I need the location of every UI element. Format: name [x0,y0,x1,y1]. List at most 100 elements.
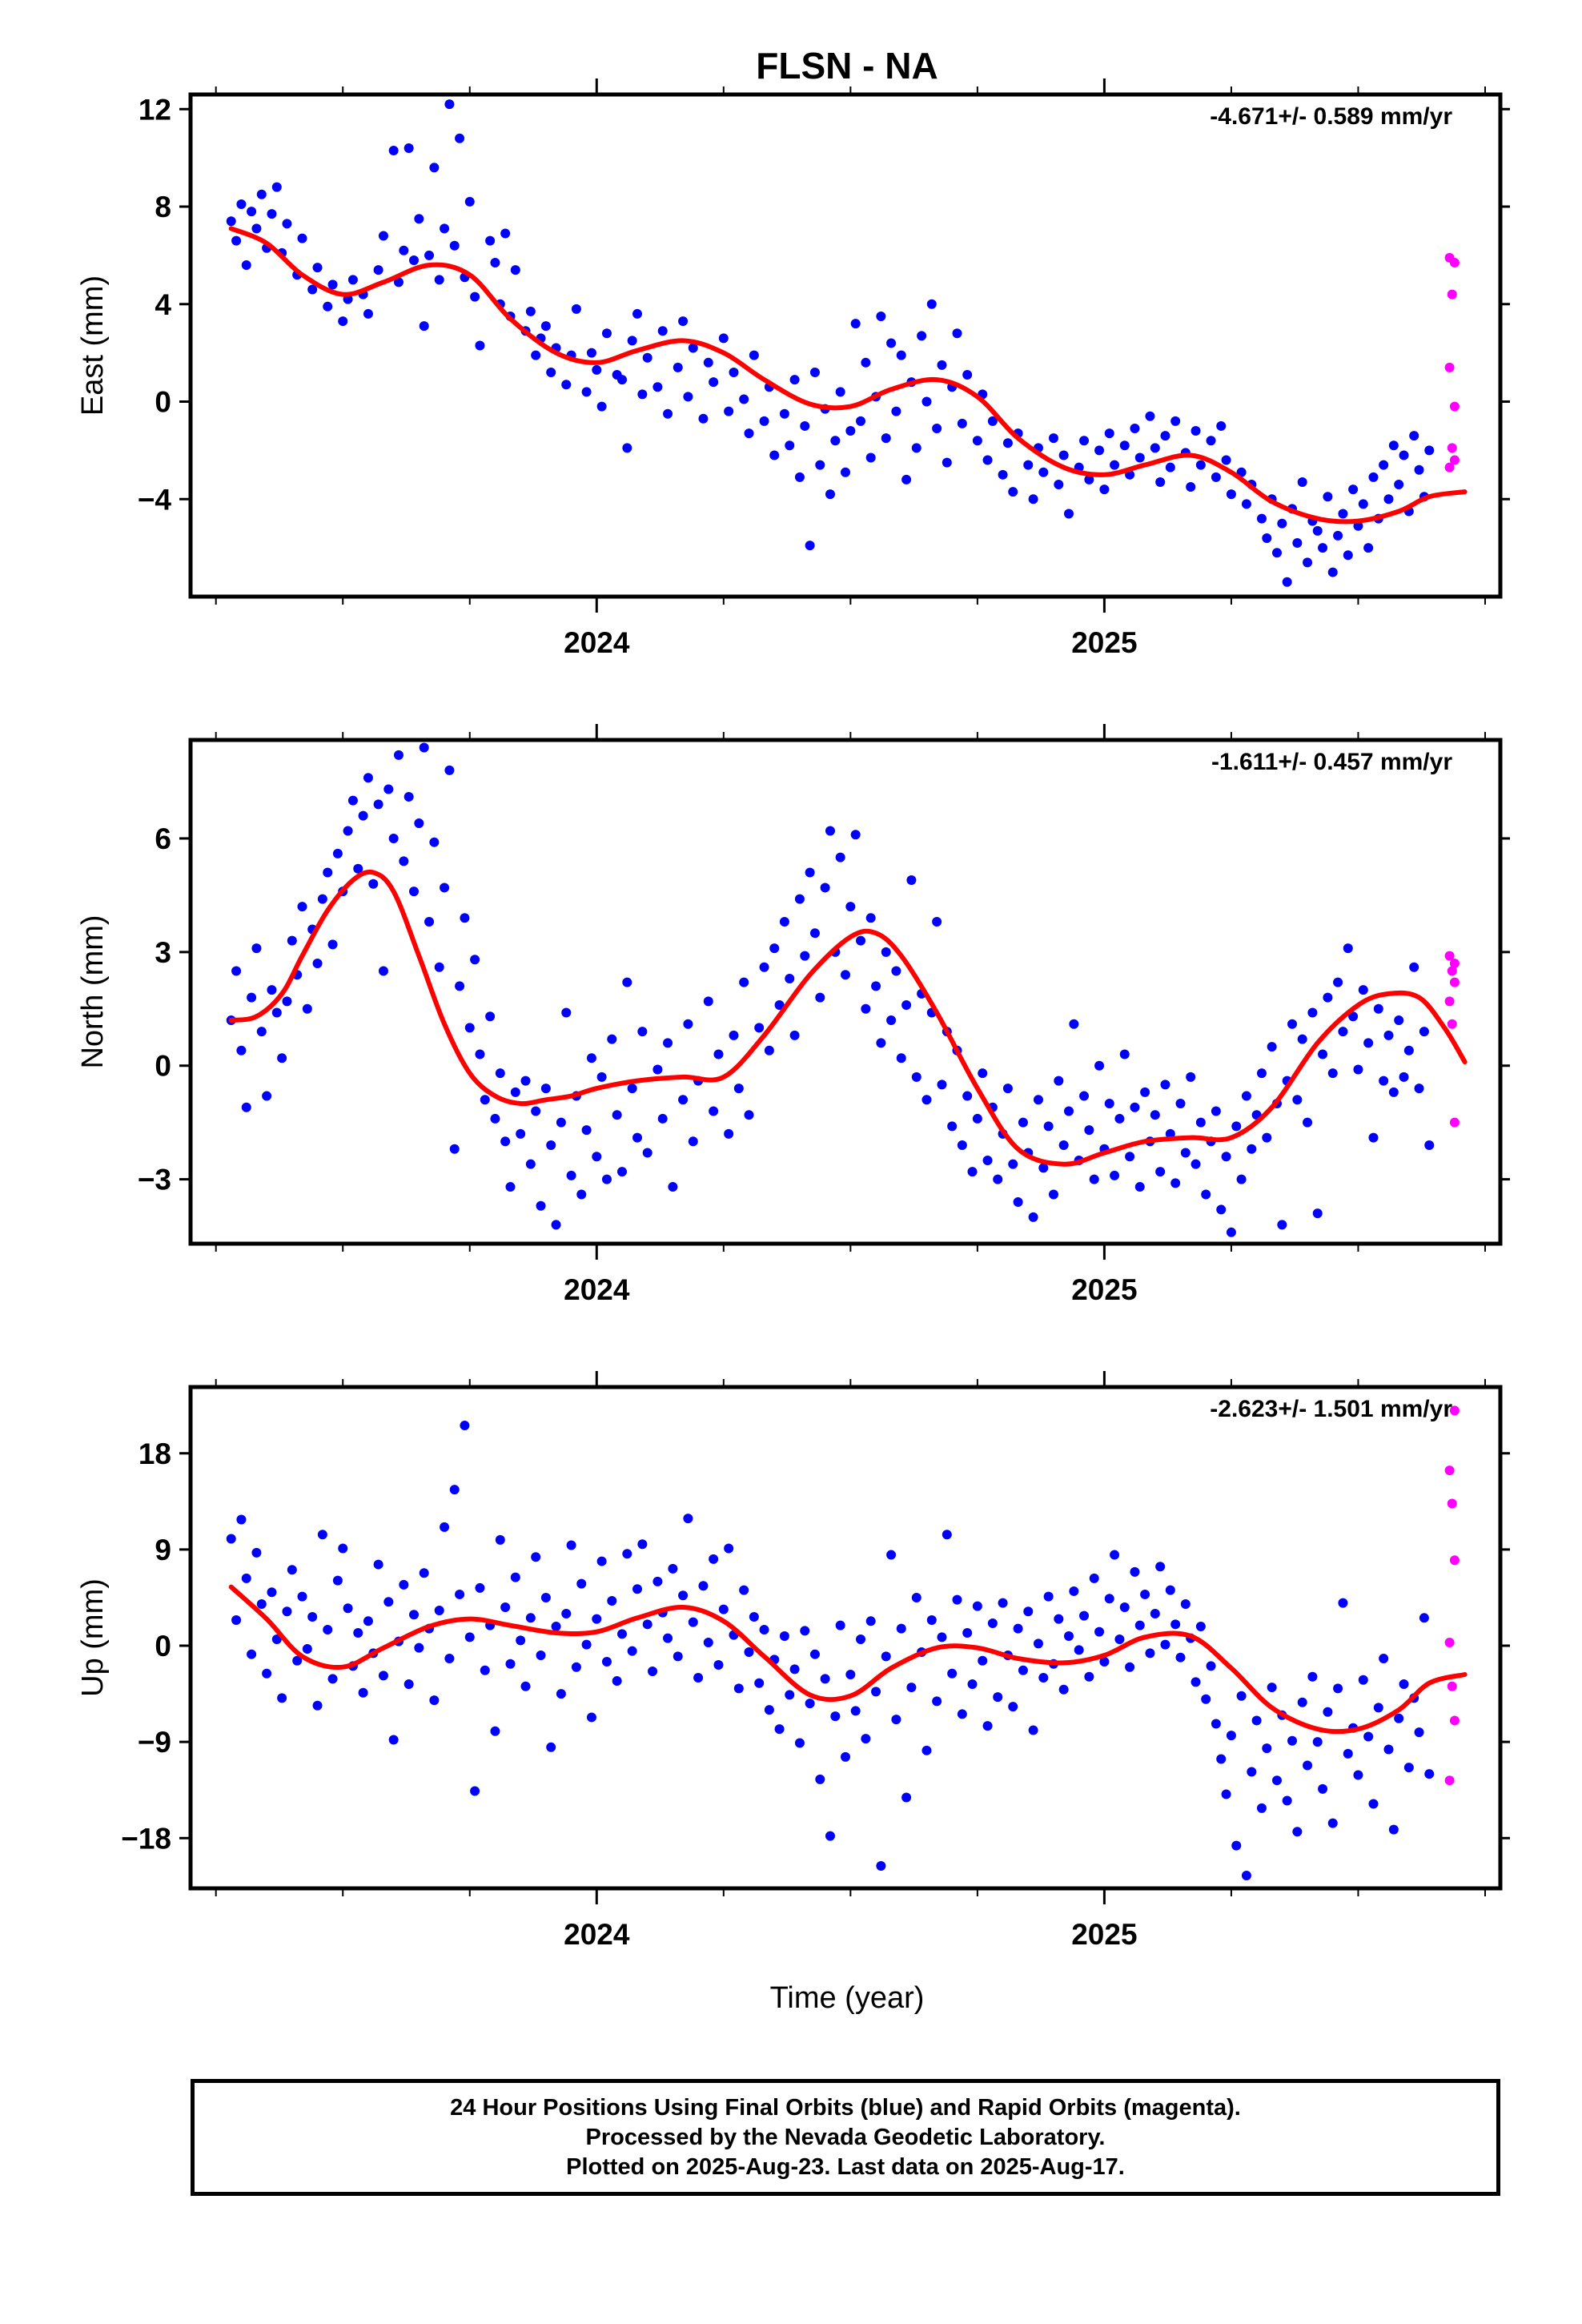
east-final-point [510,265,520,275]
up-y-tick-label: −9 [138,1726,171,1759]
east-final-point [1084,474,1094,485]
north-final-point [841,970,850,980]
east-final-point [1094,445,1105,456]
east-final-point [1002,438,1013,448]
east-final-point [1160,431,1170,441]
up-final-point [1043,1591,1054,1602]
up-final-point [703,1638,713,1648]
east-final-point [729,367,739,377]
up-final-point [926,1614,937,1625]
north-final-point [1008,1159,1018,1169]
up-final-point [510,1572,520,1582]
east-final-point [500,228,511,239]
up-final-point [1054,1614,1064,1624]
east-x-tick-label: 2025 [1071,626,1137,659]
north-final-point [566,1170,576,1180]
up-final-point [845,1670,856,1680]
east-final-point [703,357,713,368]
east-final-point [917,331,927,341]
north-final-point [703,996,713,1007]
up-final-point [921,1745,932,1755]
north-final-point [1231,1121,1242,1132]
up-final-point [896,1623,906,1634]
north-final-point [378,966,388,976]
up-panel: 18 9 0 −9 −18 2024 2025 Up (mm) -2.623+/- 1.501 … [76,1371,1510,1951]
east-final-point [805,541,815,551]
up-final-point [774,1724,785,1735]
up-final-point [809,1649,820,1659]
up-final-point [744,1647,754,1658]
up-final-point [871,1687,881,1697]
north-final-point [921,1095,932,1105]
north-final-point [616,1167,627,1177]
east-final-point [739,394,749,404]
north-final-point [896,1053,906,1063]
north-final-point [1399,1072,1409,1082]
east-final-point [678,316,689,327]
north-final-point [1079,1091,1090,1101]
up-final-point [271,1634,282,1645]
north-final-point [271,1007,282,1018]
up-final-point [536,1651,546,1661]
up-final-point [226,1534,236,1544]
north-final-point [724,1128,734,1139]
east-final-point [982,455,993,465]
north-final-point [891,966,901,976]
north-points [226,742,1460,1237]
north-final-point [1318,1049,1328,1059]
up-final-point [1206,1661,1216,1671]
north-final-point [794,894,805,904]
north-final-point [1064,1106,1074,1116]
east-final-point [881,433,891,444]
north-final-point [1403,1045,1414,1055]
north-rapid-point [1449,1117,1460,1128]
north-final-point [1307,1007,1318,1018]
up-final-point [957,1709,967,1719]
footer-line-1: 24 Hour Positions Using Final Orbits (bl… [450,2094,1241,2121]
north-final-point [967,1167,978,1177]
north-final-point [353,863,363,874]
north-final-point [556,1117,566,1128]
north-final-point [323,867,333,878]
east-rapid-point [1444,362,1455,372]
east-final-point [1195,460,1206,470]
north-rapid-point [1449,959,1460,969]
north-final-point [455,981,465,991]
north-final-point [1150,1110,1160,1120]
north-final-point [581,1125,592,1136]
up-final-point [937,1632,947,1642]
up-final-point [850,1706,861,1716]
north-final-point [886,1015,897,1025]
east-final-point [1262,533,1272,543]
up-final-point [648,1667,658,1677]
up-final-point [1170,1619,1181,1630]
east-final-point [942,457,952,468]
up-rapid-point [1444,1775,1455,1786]
east-final-point [632,308,643,319]
east-final-point [926,299,937,309]
east-final-point [825,489,835,500]
east-final-point [830,436,841,446]
up-final-point [581,1639,592,1650]
north-rapid-point [1447,1019,1457,1029]
up-final-point [668,1563,678,1574]
north-final-point [932,917,942,927]
up-final-point [718,1604,729,1614]
up-final-point [815,1774,825,1784]
north-final-point [383,784,394,794]
north-final-point [601,1174,612,1184]
up-final-point [1155,1562,1166,1572]
north-final-point [865,913,876,923]
north-final-point [1327,1068,1338,1079]
up-final-point [480,1665,490,1675]
east-final-point [1079,436,1090,446]
east-final-point [1327,567,1338,577]
north-final-point [1323,992,1333,1003]
east-final-point [1383,494,1394,505]
east-final-point [1256,513,1267,524]
up-final-point [1110,1550,1120,1560]
east-final-point [1216,420,1227,431]
up-final-point [1165,1585,1175,1595]
up-final-point [1038,1673,1049,1683]
east-final-point [1206,436,1216,446]
